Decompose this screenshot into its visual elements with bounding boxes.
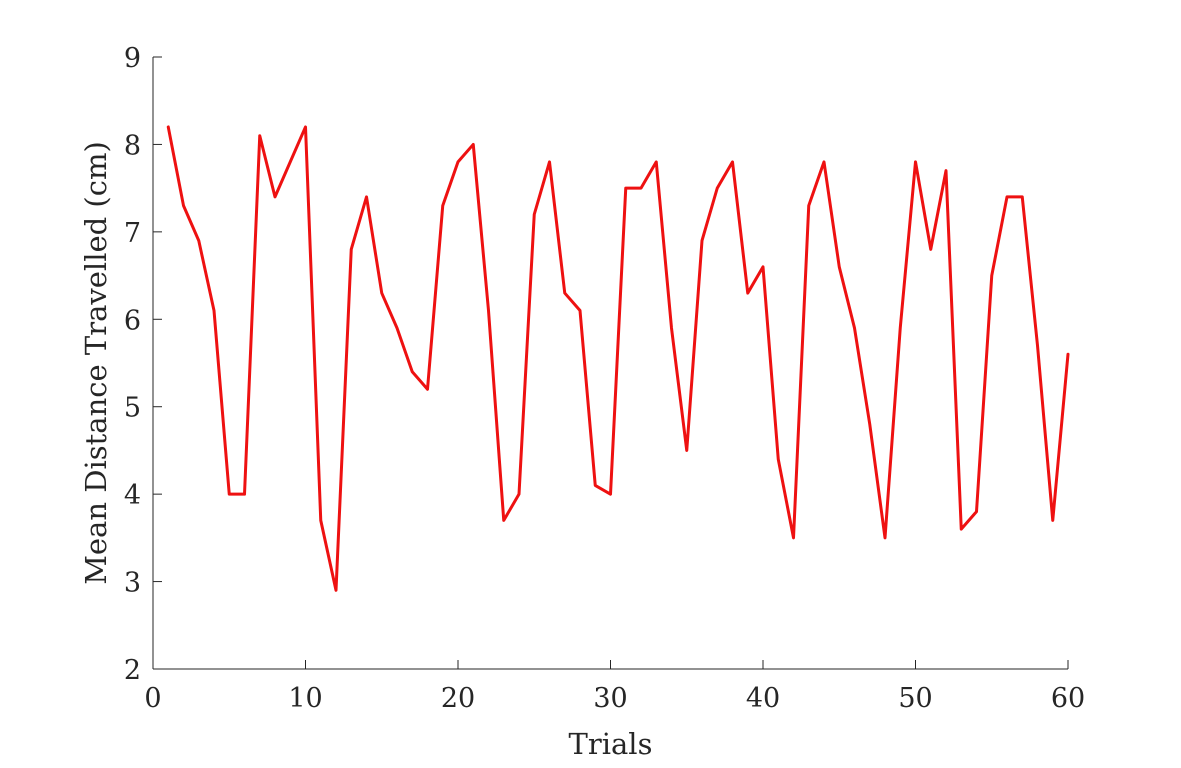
x-tick-label-40: 40: [746, 683, 780, 714]
x-axis-label: Trials: [569, 727, 653, 761]
y-axis-label: Mean Distance Travelled (cm): [79, 141, 113, 585]
axes: 0 10 20 30 40 50 60 2 3 4 5 6 7 8 9: [124, 43, 1085, 714]
x-tick-label-10: 10: [288, 683, 322, 714]
x-tick-label-30: 30: [593, 683, 627, 714]
y-tick-label-3: 3: [124, 568, 141, 599]
y-tick-label-8: 8: [124, 130, 141, 161]
y-tick-label-9: 9: [124, 43, 141, 74]
x-tick-label-20: 20: [441, 683, 475, 714]
y-tick-label-2: 2: [124, 655, 141, 686]
x-tick-label-50: 50: [898, 683, 932, 714]
y-ticks: 2 3 4 5 6 7 8 9: [124, 43, 162, 686]
x-tick-label-0: 0: [144, 683, 161, 714]
y-tick-label-6: 6: [124, 305, 141, 336]
x-ticks: 0 10 20 30 40 50 60: [144, 660, 1085, 714]
series-line-0: [166, 125, 1070, 592]
x-tick-label-60: 60: [1051, 683, 1085, 714]
y-tick-label-4: 4: [124, 480, 141, 511]
plot-series: [166, 125, 1070, 592]
y-tick-label-5: 5: [124, 393, 141, 424]
y-tick-label-7: 7: [124, 218, 141, 249]
